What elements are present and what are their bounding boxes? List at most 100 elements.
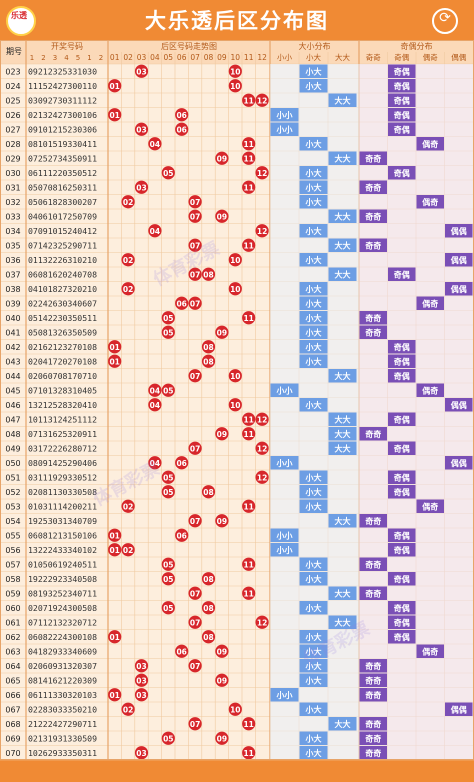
back-ball-label: 11 [243,502,253,511]
back-ball-label: 10 [230,285,240,294]
draw-cell: 09101215230306 [28,124,97,134]
back-ball [228,64,242,78]
size-cell [299,731,328,745]
parity-cell [416,499,444,513]
back-ball-label: 01 [109,633,119,642]
size-cell [299,398,328,412]
back-ball [242,238,256,252]
period-cell: 058 [5,575,20,584]
back-ball-label: 10 [230,82,240,91]
back-ball [255,615,269,629]
size-cell-label: 小大 [305,182,322,192]
back-ball [175,528,189,542]
refresh-icon[interactable] [432,8,458,34]
draw-cell: 13212528320410 [28,400,97,410]
back-ball [108,79,122,93]
parity-cell-label: 奇奇 [365,748,381,758]
parity-cell-label: 奇奇 [365,559,381,569]
back-ball [215,673,229,687]
header-back-num: 04 [150,53,160,62]
parity-cell [388,340,416,354]
back-ball [188,267,202,281]
draw-cell: 02081130330508 [28,487,97,497]
back-ball [134,122,149,136]
draw-cell: 04182933340609 [28,646,97,656]
parity-cell-label: 奇偶 [394,632,410,642]
back-ball [188,615,202,629]
refresh-glyph[interactable]: ⟳ [439,10,451,26]
back-ball [215,151,229,165]
draw-cell: 05061828300207 [28,197,97,207]
draw-cell: 07101328310405 [28,385,97,395]
back-ball [242,717,256,731]
size-cell-label: 小大 [305,646,322,656]
header-draw: 开奖号码 [51,41,83,51]
back-ball-label: 07 [190,241,200,250]
back-ball-label: 06 [176,531,186,540]
header-parity-col: 偶奇 [423,52,438,62]
period-cell: 056 [5,546,20,555]
back-ball [108,630,122,644]
size-cell-label: 小大 [305,400,322,410]
back-ball [161,383,175,397]
back-ball [134,673,149,687]
parity-cell [388,64,416,78]
period-cell: 057 [5,560,20,569]
size-column-bg [270,64,359,760]
draw-cell: 07142325290711 [28,240,97,250]
draw-cell: 02283033350210 [28,704,97,714]
size-cell-label: 小大 [305,356,322,366]
back-ball [228,702,242,716]
size-cell [328,412,357,426]
back-ball-label: 07 [190,299,200,308]
size-cell [299,325,328,339]
draw-cell: 02162123270108 [28,342,97,352]
size-cell [299,79,328,93]
parity-cell [445,456,473,470]
back-ball [175,456,189,470]
period-cell: 066 [5,691,20,700]
size-cell-label: 大大 [335,719,351,729]
parity-cell-label: 偶偶 [451,226,467,236]
period-cell: 050 [5,459,20,468]
parity-cell-label: 奇偶 [394,487,410,497]
back-ball-label: 09 [217,734,227,743]
parity-cell [388,543,416,557]
back-ball-label: 01 [109,343,119,352]
size-cell-label: 小大 [305,66,322,76]
back-ball-label: 11 [243,183,253,192]
back-ball [121,195,135,209]
size-cell [270,108,299,122]
parity-cell [359,746,387,760]
period-cell: 069 [5,734,20,743]
period-cell: 046 [5,401,20,410]
header-period: 期号 [6,47,22,56]
back-ball-label: 12 [257,618,267,627]
period-cell: 051 [5,473,20,482]
back-ball [242,151,256,165]
back-ball [188,659,202,673]
parity-cell [388,122,416,136]
back-ball [161,601,175,615]
back-ball-label: 11 [243,96,253,105]
back-ball [148,456,162,470]
logo-text: 乐透 [11,11,27,20]
draw-cell: 11152427300110 [28,81,97,91]
size-cell-label: 大大 [335,617,351,627]
period-cell: 030 [5,169,20,178]
period-cell: 031 [5,183,20,192]
size-cell-label: 小大 [305,298,322,308]
period-cell: 052 [5,488,20,497]
size-cell [299,195,328,209]
size-cell-label: 小大 [305,574,322,584]
back-ball-label: 11 [243,720,253,729]
draw-cell: 03172226280712 [28,443,97,453]
back-ball [188,195,202,209]
size-cell [328,93,357,107]
back-ball-label: 05 [163,386,173,395]
parity-cell [388,267,416,281]
parity-cell-label: 奇偶 [394,530,410,540]
back-ball-label: 07 [190,372,200,381]
period-cell: 042 [5,343,20,352]
back-ball [161,572,175,586]
